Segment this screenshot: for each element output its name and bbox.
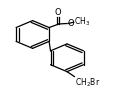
Text: O: O	[55, 8, 62, 17]
Text: CH$_3$: CH$_3$	[74, 16, 90, 28]
Text: CH$_2$Br: CH$_2$Br	[75, 77, 100, 89]
Text: O: O	[67, 19, 74, 28]
